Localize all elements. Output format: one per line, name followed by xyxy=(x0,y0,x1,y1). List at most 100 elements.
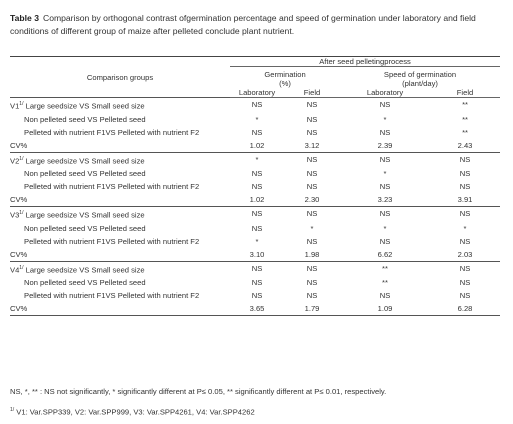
cell: NS xyxy=(251,291,263,301)
cell: * xyxy=(310,223,314,233)
header-cell: After seed pelletingprocess xyxy=(230,56,501,67)
table-row: V41/ Large seedsize VS Small seed size NS… xyxy=(10,261,500,276)
cv-cell: CV% xyxy=(10,249,28,259)
cell: ** xyxy=(462,127,468,137)
table: Comparison groups After seed pelletingpro… xyxy=(10,56,501,316)
cv-cell: 2.30 xyxy=(304,195,320,205)
comparison-text: Large seedsize VS Small seed size xyxy=(25,156,145,166)
cell: ** xyxy=(462,100,468,109)
cv-cell: 3.10 xyxy=(249,249,265,259)
footnotes: NS, *, ** : NS not significantly, * sign… xyxy=(10,382,505,422)
cv-cell: 2.43 xyxy=(457,140,473,150)
cell: NS xyxy=(379,100,391,109)
cv-cell: CV% xyxy=(10,195,28,205)
cell: * xyxy=(255,114,259,124)
group-cell: V21/ Large seedsize VS Small seed size xyxy=(10,152,230,167)
group-cell: V41/ Large seedsize VS Small seed size xyxy=(10,261,230,276)
header-cell: Germination xyxy=(264,70,306,79)
cell: NS xyxy=(306,100,318,109)
cell: NS xyxy=(306,182,318,192)
group-cell: Non pelleted seed VS Pelleted seed xyxy=(10,276,230,289)
group-cell: V31/ Large seedsize VS Small seed size xyxy=(10,207,230,222)
group-sup: 1/ xyxy=(19,264,24,271)
table-row: V11/ Large seedsize VS Small seed size NS… xyxy=(10,98,500,113)
cv-cell: 2.39 xyxy=(377,140,393,150)
table-row: Pelleted with nutrient F1VS Pelleted wit… xyxy=(10,235,500,248)
cell: ** xyxy=(382,263,388,273)
comparison-text: Non pelleted seed VS Pelleted seed xyxy=(24,278,146,288)
cv-cell: CV% xyxy=(10,140,28,150)
cell: NS xyxy=(379,154,391,164)
comparison-text: Pelleted with nutrient F1VS Pelleted wit… xyxy=(24,127,200,137)
header-cell: Comparison groups xyxy=(10,56,230,98)
group-cell: V11/ Large seedsize VS Small seed size xyxy=(10,98,230,113)
cell: NS xyxy=(379,209,391,219)
cell: NS xyxy=(379,182,391,192)
cell: NS xyxy=(306,127,318,137)
cell: NS xyxy=(459,182,471,192)
cv-row: CV% 1.02 3.12 2.39 2.43 xyxy=(10,139,501,153)
cell: NS xyxy=(379,291,391,301)
cell: NS xyxy=(459,154,471,164)
cell: NS xyxy=(459,291,471,301)
table-row: Non pelleted seed VS Pelleted seed * NS * ** xyxy=(10,113,500,126)
comparison-text: Large seedsize VS Small seed size xyxy=(25,210,145,220)
header-cell: Field xyxy=(430,88,501,98)
cv-cell: 6.62 xyxy=(377,249,393,259)
cell: * xyxy=(383,223,387,233)
cell: NS xyxy=(306,236,318,246)
cell: * xyxy=(463,223,467,233)
footnote: 1/ V1: Var.SPP339, V2: Var.SPP999, V3: V… xyxy=(10,401,505,422)
group-label: V3 xyxy=(10,210,20,220)
table-row: Pelleted with nutrient F1VS Pelleted wit… xyxy=(10,126,500,139)
table-row: Pelleted with nutrient F1VS Pelleted wit… xyxy=(10,289,500,302)
cv-cell: 3.12 xyxy=(304,140,320,150)
title-text: Comparison by orthogonal contrast ofgerm… xyxy=(10,13,476,36)
table-label: Table 3 xyxy=(10,13,39,23)
cv-cell: 1.02 xyxy=(249,195,265,205)
cell: ** xyxy=(462,114,468,124)
group-sup: 1/ xyxy=(19,101,24,107)
table-title: Table 3 Comparison by orthogonal contrast… xyxy=(10,12,505,38)
cell: NS xyxy=(251,278,263,288)
cell: NS xyxy=(306,291,318,301)
group-cell: Pelleted with nutrient F1VS Pelleted wit… xyxy=(10,235,230,248)
cv-row: CV% 3.65 1.79 1.09 6.28 xyxy=(10,302,501,316)
cv-cell: 1.02 xyxy=(249,140,265,150)
footnote-sup: 1/ xyxy=(10,407,15,413)
header-cell: Laboratory xyxy=(230,88,284,98)
cell: NS xyxy=(379,127,391,137)
cell: ** xyxy=(382,278,388,288)
table-row: V31/ Large seedsize VS Small seed size NS… xyxy=(10,207,500,222)
cell: * xyxy=(383,114,387,124)
group-cell: Non pelleted seed VS Pelleted seed xyxy=(10,167,230,180)
header-cell: (plant/day) xyxy=(402,79,438,88)
group-cell: Pelleted with nutrient F1VS Pelleted wit… xyxy=(10,289,230,302)
cell: NS xyxy=(459,169,471,179)
cell: NS xyxy=(251,263,263,273)
cv-cell: 2.03 xyxy=(457,249,473,259)
cell: * xyxy=(255,154,259,164)
header-cell: Field xyxy=(284,88,340,98)
group-cell: Non pelleted seed VS Pelleted seed xyxy=(10,113,230,126)
cell: NS xyxy=(459,278,471,288)
group-sup: 1/ xyxy=(19,155,24,162)
comparison-text: Non pelleted seed VS Pelleted seed xyxy=(24,223,146,233)
cell: NS xyxy=(251,223,263,233)
cell: NS xyxy=(306,154,318,164)
cv-cell: 1.98 xyxy=(304,249,320,259)
footnote-text: V1: Var.SPP339, V2: Var.SPP999, V3: Var.… xyxy=(16,407,255,417)
cv-cell: 1.79 xyxy=(304,304,320,314)
cell: NS xyxy=(379,236,391,246)
table-row: V21/ Large seedsize VS Small seed size * N… xyxy=(10,152,500,167)
cell: NS xyxy=(459,209,471,219)
cv-cell: 1.09 xyxy=(377,304,393,314)
cell: NS xyxy=(251,209,263,219)
cv-row: CV% 3.10 1.98 6.62 2.03 xyxy=(10,248,501,262)
cv-cell: 3.91 xyxy=(457,195,473,205)
cell: NS xyxy=(251,127,263,137)
cell: NS xyxy=(306,169,318,179)
cell: * xyxy=(255,236,259,246)
cv-row: CV% 1.02 2.30 3.23 3.91 xyxy=(10,193,501,207)
